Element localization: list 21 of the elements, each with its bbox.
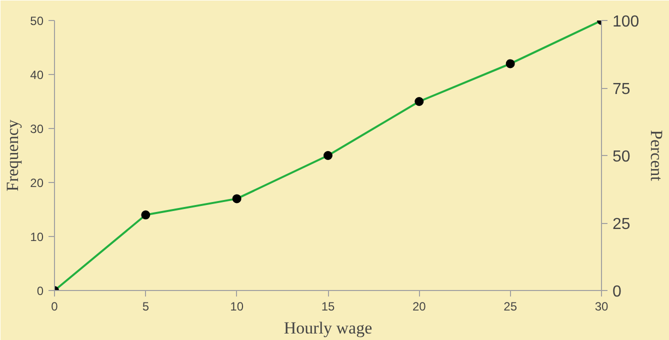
x-tick-label: 15 (321, 300, 335, 314)
x-tick-label: 30 (594, 300, 608, 314)
y2-tick-label: 50 (612, 148, 630, 166)
y2-tick-label: 25 (612, 216, 630, 233)
y-tick-label: 30 (30, 122, 44, 136)
x-tick-label: 25 (504, 300, 518, 314)
y-axis-title: Frequency (3, 119, 22, 192)
y-tick-label: 50 (30, 14, 44, 28)
x-tick-label: 5 (142, 300, 150, 314)
y2-tick-label: 75 (612, 81, 630, 98)
y-tick-label: 0 (36, 284, 44, 298)
y2-axis-title: Percent (647, 130, 666, 182)
y2-tick-label: 100 (612, 14, 640, 30)
y-tick-label: 20 (30, 176, 44, 190)
x-axis-title: Hourly wage (284, 318, 372, 338)
x-tick-label: 20 (412, 300, 426, 314)
y-tick-label: 10 (30, 230, 44, 244)
y2-tick-label: 0 (612, 284, 622, 300)
y-tick-label: 40 (30, 68, 44, 82)
x-tick-label: 10 (230, 300, 244, 314)
x-tick-label: 0 (51, 300, 58, 314)
